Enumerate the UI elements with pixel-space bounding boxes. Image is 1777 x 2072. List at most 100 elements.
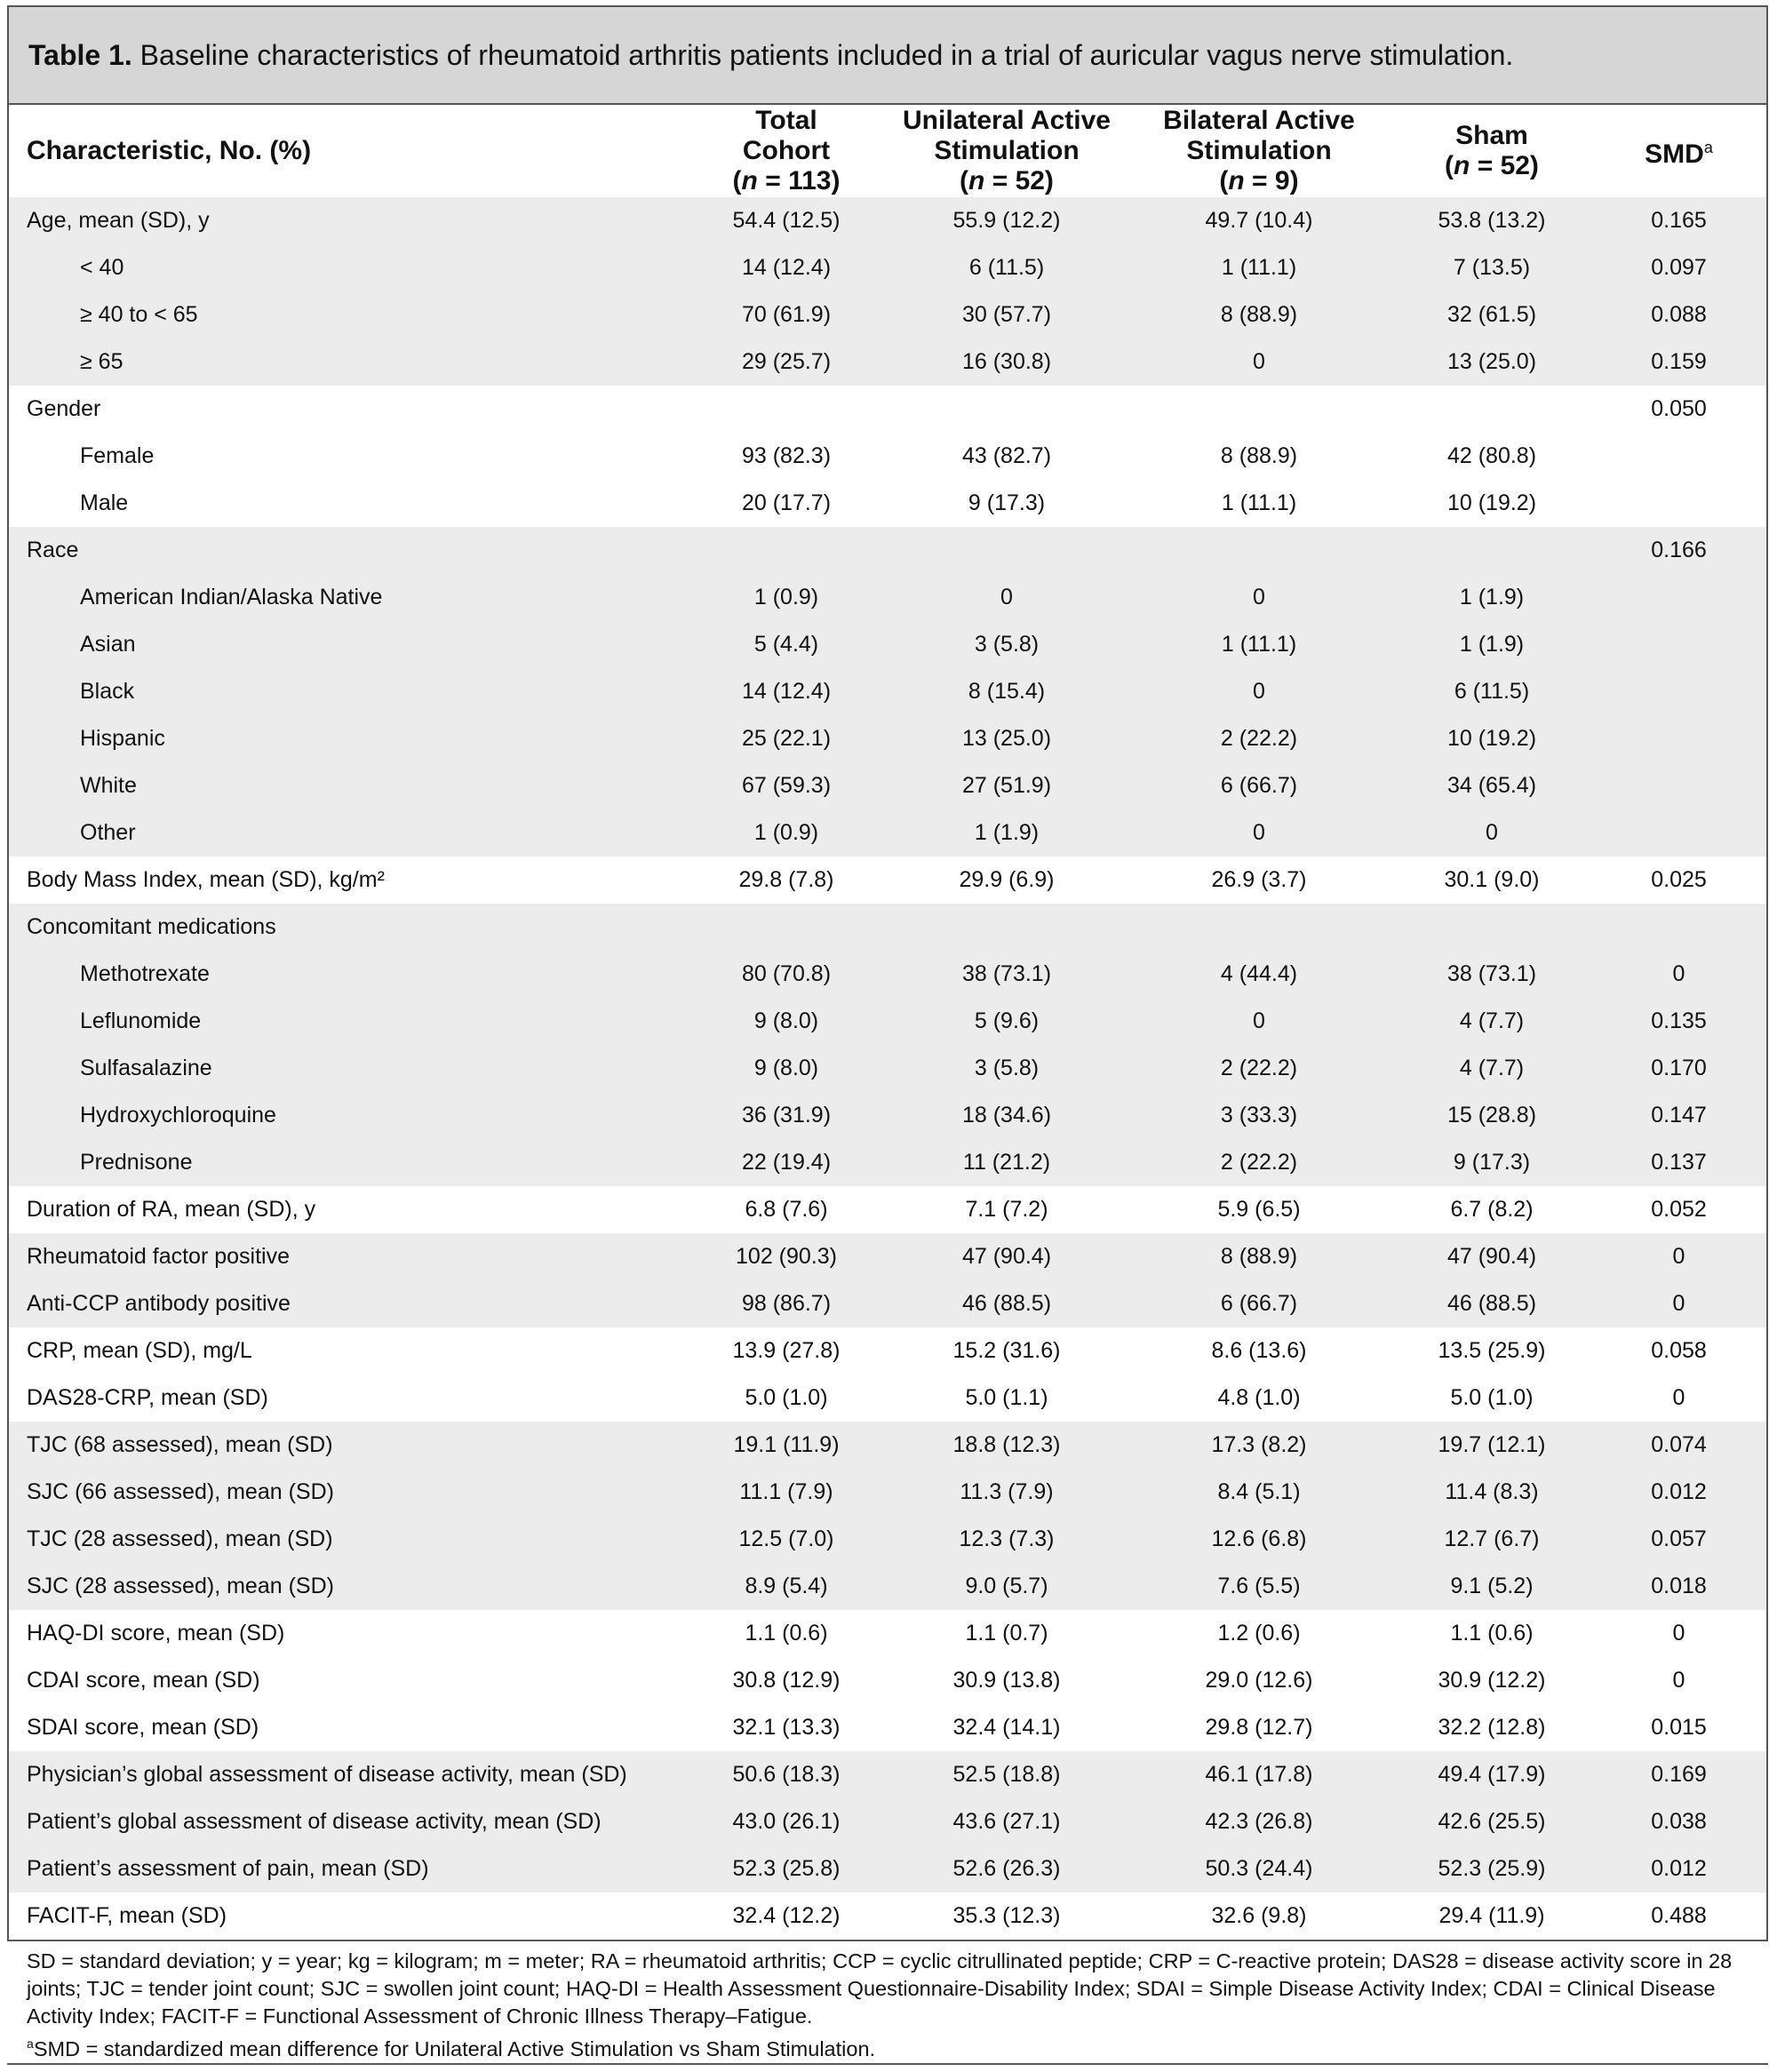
table-cell: 29 (25.7) xyxy=(685,339,888,386)
table-cell: 9.0 (5.7) xyxy=(888,1563,1126,1610)
cell-text: 10 (19.2) xyxy=(1446,490,1537,515)
table-cell: 5 (9.6) xyxy=(888,998,1126,1045)
cell-text: 30 (57.7) xyxy=(961,302,1052,327)
table-row: HAQ-DI score, mean (SD) 1.1 (0.6) 1.1 (0.7… xyxy=(9,1610,1766,1657)
cell-text: 11.3 (7.9) xyxy=(960,1479,1054,1504)
table-cell: 0.018 xyxy=(1591,1563,1766,1610)
row-label-cell: Leflunomide xyxy=(9,998,685,1045)
table-cell: 32.6 (9.8) xyxy=(1126,1893,1392,1940)
table-row: CRP, mean (SD), mg/L 13.9 (27.8) 15.2 (31.… xyxy=(9,1327,1766,1375)
table-cell: 42.6 (25.5) xyxy=(1392,1798,1591,1845)
cell-text: 0.169 xyxy=(1651,1762,1707,1787)
cell-text: 13 (25.0) xyxy=(1446,349,1537,374)
cell-text: 0.052 xyxy=(1651,1197,1707,1222)
cell-text: 43.6 (27.1) xyxy=(952,1809,1061,1834)
row-label: Age, mean (SD), y xyxy=(27,208,210,233)
cell-text: 5.0 (1.0) xyxy=(745,1385,828,1410)
table-cell: 30 (57.7) xyxy=(888,291,1126,339)
table-cell: 7.6 (5.5) xyxy=(1126,1563,1392,1610)
table-row: ≥ 40 to < 65 70 (61.9) 30 (57.7) 8 (88.9) 32… xyxy=(9,291,1766,339)
row-label: American Indian/Alaska Native xyxy=(80,585,383,610)
table-cell: 9 (17.3) xyxy=(1392,1139,1591,1186)
cell-text: 6.7 (8.2) xyxy=(1450,1197,1534,1222)
table-row: American Indian/Alaska Native 1 (0.9) 0 0 1 … xyxy=(9,574,1766,621)
cell-text: 98 (86.7) xyxy=(741,1291,832,1316)
row-label-cell: HAQ-DI score, mean (SD) xyxy=(9,1610,685,1657)
table-cell: 20 (17.7) xyxy=(685,480,888,527)
table-cell: 0 xyxy=(1591,1610,1766,1657)
header-n-part: ( xyxy=(732,166,742,195)
table-cell xyxy=(1591,809,1766,857)
footnote-text: SMD = standardized mean difference for U… xyxy=(33,2036,876,2060)
table-cell: 15.2 (31.6) xyxy=(888,1327,1126,1375)
table-row: FACIT-F, mean (SD) 32.4 (12.2) 35.3 (12.3)… xyxy=(9,1893,1766,1940)
header-n-part: n xyxy=(741,166,758,195)
cell-text: 11.4 (8.3) xyxy=(1445,1479,1539,1504)
header-text: Unilateral Active xyxy=(903,106,1111,135)
cell-text: 1 (0.9) xyxy=(753,585,819,610)
cell-text: 8.6 (13.6) xyxy=(1211,1338,1307,1363)
table-row: Body Mass Index, mean (SD), kg/m² 29.8 (7… xyxy=(9,857,1766,904)
cell-text: 50.6 (18.3) xyxy=(732,1762,841,1787)
row-label-cell: Concomitant medications xyxy=(9,904,685,951)
row-label-cell: Rheumatoid factor positive xyxy=(9,1233,685,1280)
cell-text: 4.8 (1.0) xyxy=(1217,1385,1301,1410)
cell-text: 3 (33.3) xyxy=(1220,1103,1298,1128)
row-label: Patient’s assessment of pain, mean (SD) xyxy=(27,1856,429,1881)
table-cell: 80 (70.8) xyxy=(685,951,888,998)
table-cell xyxy=(1591,621,1766,668)
cell-text: 35.3 (12.3) xyxy=(952,1903,1061,1928)
table-cell: 47 (90.4) xyxy=(888,1233,1126,1280)
title: Table 1. Baseline characteristics of rhe… xyxy=(28,39,1513,72)
cell-text: 4 (7.7) xyxy=(1459,1008,1525,1033)
cell-text: 0.057 xyxy=(1651,1526,1707,1551)
rule xyxy=(7,2063,1768,2065)
table-cell: 3 (5.8) xyxy=(888,1045,1126,1092)
header-row: Characteristic, No. (%) Total Cohort (n = … xyxy=(9,105,1766,197)
table-cell: 38 (73.1) xyxy=(1392,951,1591,998)
cell-text: 0 xyxy=(1486,820,1498,845)
cell-text: 6 (66.7) xyxy=(1220,1291,1298,1316)
table-cell: 7.1 (7.2) xyxy=(888,1186,1126,1233)
cell-text: 12.3 (7.3) xyxy=(959,1526,1055,1551)
row-label-cell: ≥ 40 to < 65 xyxy=(9,291,685,339)
table-cell: 9 (17.3) xyxy=(888,480,1126,527)
table-cell: 0 xyxy=(888,574,1126,621)
table-cell: 0 xyxy=(1591,951,1766,998)
header-n: (n = 113) xyxy=(733,166,841,195)
row-label-cell: TJC (28 assessed), mean (SD) xyxy=(9,1516,685,1563)
cell-text: 26.9 (3.7) xyxy=(1211,867,1307,892)
table-cell: 2 (22.2) xyxy=(1126,715,1392,762)
cell-text: 20 (17.7) xyxy=(741,490,832,515)
header-cell: Unilateral Active Stimulation (n = 52) xyxy=(888,105,1126,197)
cell-text: 52.3 (25.9) xyxy=(1438,1856,1546,1881)
header-text: Characteristic, No. (%) xyxy=(27,136,312,165)
cell-text: 46 (88.5) xyxy=(1446,1291,1537,1316)
table-cell: 0.052 xyxy=(1591,1186,1766,1233)
table-row: Methotrexate 80 (70.8) 38 (73.1) 4 (44.4) 38… xyxy=(9,951,1766,998)
table-cell: 0.057 xyxy=(1591,1516,1766,1563)
cell-text: 8 (88.9) xyxy=(1220,1244,1298,1269)
row-label-cell: Patient’s assessment of pain, mean (SD) xyxy=(9,1845,685,1893)
table-cell: 29.8 (12.7) xyxy=(1126,1704,1392,1751)
row-label: Gender xyxy=(27,396,101,421)
row-label: Asian xyxy=(80,632,136,657)
row-label: TJC (28 assessed), mean (SD) xyxy=(27,1526,333,1551)
table-cell xyxy=(1591,715,1766,762)
table-cell xyxy=(1392,386,1591,433)
table-cell: 27 (51.9) xyxy=(888,762,1126,809)
cell-text: 3 (5.8) xyxy=(974,1056,1040,1080)
cell-text: 0 xyxy=(1672,1244,1685,1269)
table-cell xyxy=(1591,480,1766,527)
table-cell: 12.7 (6.7) xyxy=(1392,1516,1591,1563)
row-label: Other xyxy=(80,820,136,845)
cell-text: 27 (51.9) xyxy=(961,773,1052,798)
table-cell: 8 (15.4) xyxy=(888,668,1126,715)
table-row: TJC (68 assessed), mean (SD) 19.1 (11.9) 1… xyxy=(9,1422,1766,1469)
cell-text: 0.038 xyxy=(1651,1809,1707,1834)
table-cell xyxy=(1591,762,1766,809)
table-cell: 29.4 (11.9) xyxy=(1392,1893,1591,1940)
table-cell: 0.135 xyxy=(1591,998,1766,1045)
table-cell: 46.1 (17.8) xyxy=(1126,1751,1392,1798)
